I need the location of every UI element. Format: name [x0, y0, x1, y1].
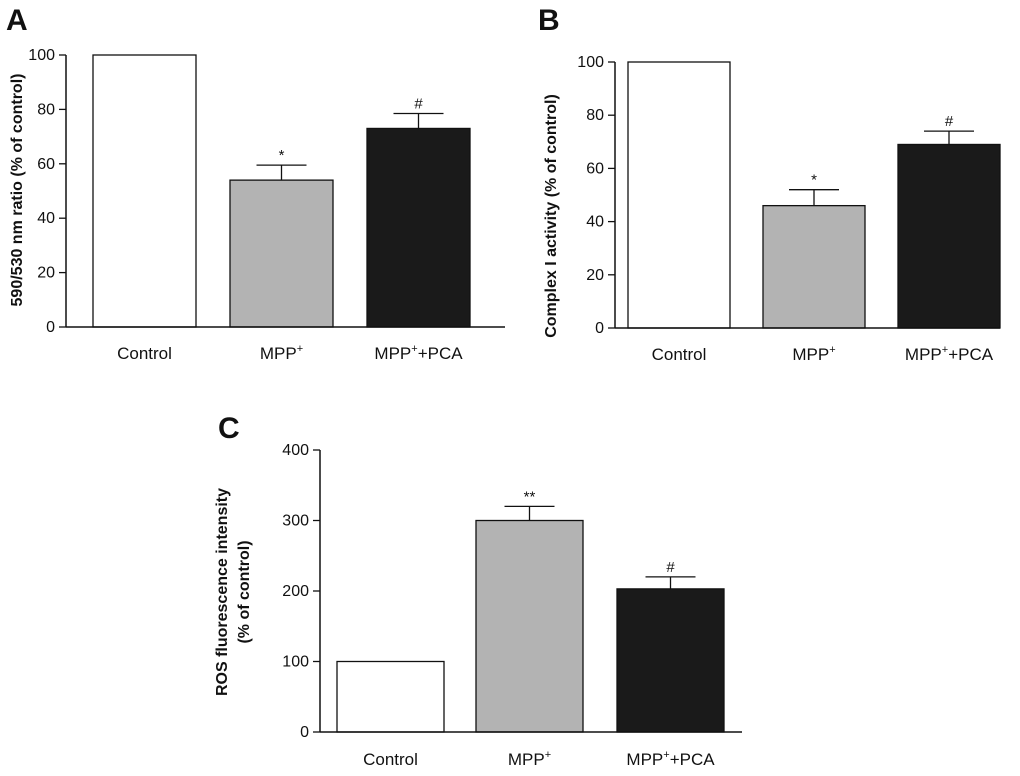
y-tick-label-4: 400 — [282, 442, 309, 459]
category-label-text: MPP — [374, 344, 411, 363]
y-tick-label-1: 100 — [282, 654, 309, 671]
category-label-2: MPP++PCA — [905, 344, 994, 364]
category-superscript: + — [942, 344, 948, 356]
category-label-text: MPP — [905, 345, 942, 364]
panel-letter: B — [538, 4, 560, 37]
category-label-2: MPP++PCA — [626, 749, 715, 769]
significance-mark-1: * — [279, 147, 285, 164]
category-label-text: Control — [117, 344, 172, 363]
bar-2 — [616, 588, 725, 733]
category-label-0: Control — [117, 344, 172, 363]
chart-panel-b: B Complex I activity (% of control) Contro… — [538, 4, 1001, 364]
category-label-0: Control — [363, 750, 418, 769]
chart-panel-a: A 590/530 nm ratio (% of control) Control *… — [6, 4, 505, 363]
y-tick-label-5: 100 — [577, 54, 604, 71]
category-label-1: MPP+ — [792, 344, 835, 364]
y-tick-label-3: 60 — [586, 160, 604, 177]
bar-2 — [897, 143, 1001, 329]
category-label-text: MPP — [792, 345, 829, 364]
y-tick-label-4: 80 — [37, 101, 55, 118]
category-label-2: MPP++PCA — [374, 343, 463, 363]
bar-0 — [627, 61, 731, 329]
panel-letter: A — [6, 4, 28, 37]
significance-mark-2: # — [945, 113, 954, 130]
y-axis-label: (% of control) — [236, 540, 253, 643]
category-label-text: MPP — [508, 750, 545, 769]
y-tick-label-0: 0 — [595, 320, 604, 337]
y-tick-label-0: 0 — [300, 724, 309, 741]
y-axis-label: 590/530 nm ratio (% of control) — [9, 74, 26, 307]
y-tick-label-1: 20 — [586, 267, 604, 284]
y-tick-label-2: 40 — [586, 214, 604, 231]
y-tick-label-4: 80 — [586, 107, 604, 124]
panel-letter: C — [218, 412, 240, 445]
significance-mark-1: ** — [524, 488, 536, 505]
significance-mark-2: # — [414, 95, 423, 112]
y-tick-label-2: 40 — [37, 210, 55, 227]
bar-1 — [762, 204, 866, 329]
y-tick-label-5: 100 — [28, 47, 55, 64]
category-label-text: Control — [652, 345, 707, 364]
y-tick-label-1: 20 — [37, 265, 55, 282]
category-superscript: + — [545, 749, 551, 761]
y-axis-label: Complex I activity (% of control) — [543, 94, 560, 338]
category-label-0: Control — [652, 345, 707, 364]
y-tick-label-3: 60 — [37, 156, 55, 173]
category-superscript: + — [297, 343, 303, 355]
significance-mark-2: # — [666, 559, 675, 576]
category-label-suffix: +PCA — [670, 750, 716, 769]
bar-0 — [92, 54, 197, 328]
category-label-text: MPP — [626, 750, 663, 769]
y-tick-label-0: 0 — [46, 319, 55, 336]
category-label-suffix: +PCA — [948, 345, 994, 364]
category-superscript: + — [411, 343, 417, 355]
y-tick-label-2: 200 — [282, 583, 309, 600]
category-superscript: + — [663, 749, 669, 761]
category-label-1: MPP+ — [508, 749, 551, 769]
bar-1 — [229, 179, 334, 328]
category-superscript: + — [829, 344, 835, 356]
bar-1 — [475, 519, 584, 733]
bar-0 — [336, 660, 445, 733]
y-tick-label-3: 300 — [282, 513, 309, 530]
chart-panel-c: C ROS fluorescence intensity (% of control… — [214, 412, 742, 769]
category-label-suffix: +PCA — [418, 344, 464, 363]
category-label-text: Control — [363, 750, 418, 769]
category-label-text: MPP — [260, 344, 297, 363]
y-axis-label: ROS fluorescence intensity — [214, 488, 231, 696]
category-label-1: MPP+ — [260, 343, 303, 363]
significance-mark-1: * — [811, 172, 817, 189]
bar-2 — [366, 127, 471, 328]
